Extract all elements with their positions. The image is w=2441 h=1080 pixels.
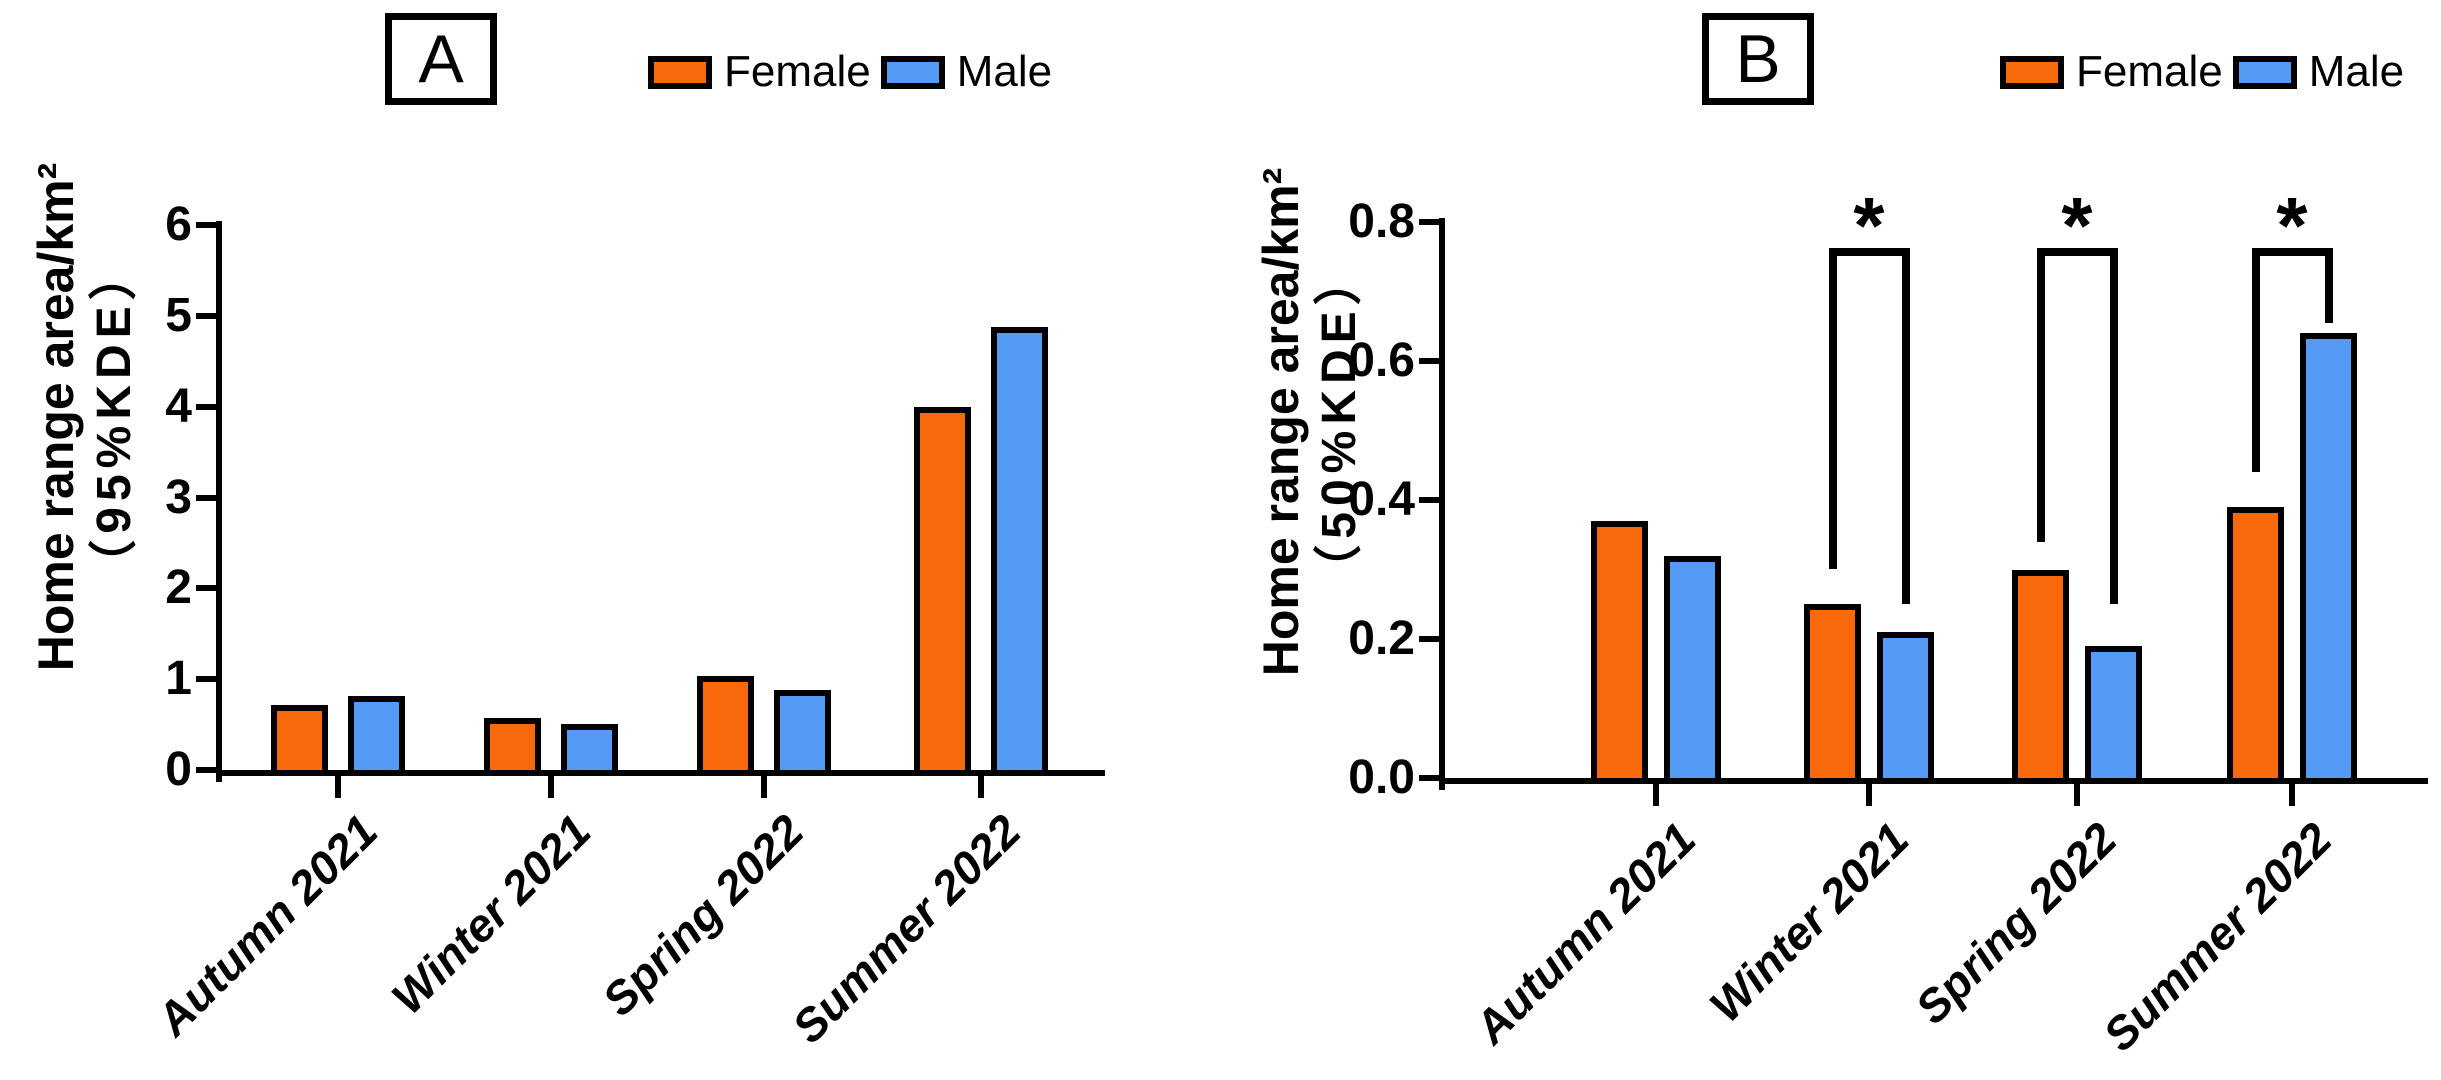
sig-bracket-right bbox=[2324, 247, 2333, 323]
y-tick-label: 0.0 bbox=[1348, 751, 1415, 804]
sig-bracket-left bbox=[2251, 247, 2260, 473]
x-category-label-summer-2022: Summer 2022 bbox=[782, 804, 1031, 1053]
sig-bracket-right bbox=[1901, 247, 1910, 605]
x-category-label-summer-2022: Summer 2022 bbox=[2093, 812, 2342, 1061]
x-category-label-winter-2021: Winter 2021 bbox=[381, 804, 601, 1024]
legend-a: Female Male bbox=[648, 47, 1062, 96]
significance-asterisk: * bbox=[1853, 180, 1885, 270]
bar-female-summer-2022 bbox=[914, 406, 971, 776]
y-tick-mark bbox=[196, 312, 216, 319]
y-axis-title-b-line1: Home range area/km² bbox=[1253, 167, 1309, 677]
y-axis-line bbox=[1439, 218, 1445, 790]
panel-label-box-b: B bbox=[1702, 13, 1814, 105]
sig-bracket-top bbox=[2036, 247, 2118, 256]
y-tick-mark bbox=[1419, 358, 1439, 364]
y-tick-mark bbox=[1419, 775, 1439, 781]
bar-male-summer-2022 bbox=[2300, 333, 2357, 784]
legend-swatch-male-icon bbox=[2232, 55, 2297, 89]
legend-b: Female Male bbox=[2000, 47, 2414, 96]
bar-male-winter-2021 bbox=[561, 723, 618, 776]
y-axis-title-a-line1: Home range area/km² bbox=[28, 162, 84, 672]
y-tick-label: 0 bbox=[165, 743, 192, 796]
y-tick-mark bbox=[196, 676, 216, 683]
y-tick-mark bbox=[1419, 497, 1439, 503]
sig-bracket-right bbox=[2109, 247, 2118, 605]
legend-label-male: Male bbox=[956, 47, 1053, 96]
legend-label-female: Female bbox=[724, 47, 871, 96]
x-category-label-spring-2022: Spring 2022 bbox=[592, 804, 814, 1026]
x-axis-line bbox=[216, 770, 1105, 776]
x-tick-mark bbox=[1866, 784, 1872, 806]
bar-female-spring-2022 bbox=[697, 676, 754, 776]
bar-female-autumn-2021 bbox=[271, 704, 328, 776]
bar-male-autumn-2021 bbox=[1664, 555, 1721, 784]
x-category-label-winter-2021: Winter 2021 bbox=[1699, 812, 1919, 1032]
bar-male-spring-2022 bbox=[2085, 645, 2142, 784]
bar-female-winter-2021 bbox=[484, 718, 541, 776]
x-tick-mark bbox=[761, 776, 767, 798]
panel-label-a: A bbox=[418, 21, 464, 97]
bar-male-summer-2022 bbox=[991, 326, 1048, 776]
legend-label-female: Female bbox=[2076, 47, 2223, 96]
bar-male-winter-2021 bbox=[1877, 632, 1934, 784]
bar-female-winter-2021 bbox=[1804, 604, 1861, 784]
x-axis-line bbox=[1439, 778, 2428, 784]
x-tick-mark bbox=[2074, 784, 2080, 806]
bar-female-summer-2022 bbox=[2227, 506, 2284, 784]
y-axis-title-b-line2: （50%KDE） bbox=[1313, 251, 1366, 593]
y-axis-title-b: Home range area/km² （50%KDE） bbox=[1249, 92, 1371, 752]
x-tick-mark bbox=[978, 776, 984, 798]
bar-female-autumn-2021 bbox=[1591, 520, 1648, 784]
y-tick-mark bbox=[196, 222, 216, 228]
x-category-label-spring-2022: Spring 2022 bbox=[1905, 812, 2127, 1034]
sig-bracket-left bbox=[1828, 247, 1837, 570]
significance-asterisk: * bbox=[2061, 180, 2093, 270]
bar-female-spring-2022 bbox=[2012, 569, 2069, 784]
sig-bracket-left bbox=[2036, 247, 2045, 542]
y-tick-mark bbox=[1419, 219, 1439, 225]
legend-swatch-female-icon bbox=[2000, 55, 2064, 89]
panel-label-box-a: A bbox=[385, 13, 497, 105]
x-category-label-autumn-2021: Autumn 2021 bbox=[146, 804, 388, 1046]
legend-swatch-female-icon bbox=[648, 55, 712, 89]
y-tick-mark bbox=[196, 585, 216, 592]
y-axis-line bbox=[216, 221, 222, 782]
x-category-label-autumn-2021: Autumn 2021 bbox=[1464, 812, 1706, 1054]
y-tick-mark bbox=[196, 403, 216, 410]
x-tick-mark bbox=[2289, 784, 2295, 806]
y-axis-title-a: Home range area/km² （95%KDE） bbox=[24, 87, 146, 747]
legend-label-male: Male bbox=[2308, 47, 2405, 96]
x-tick-mark bbox=[335, 776, 341, 798]
panel-label-b: B bbox=[1735, 21, 1781, 97]
x-tick-mark bbox=[1653, 784, 1659, 806]
y-tick-mark bbox=[1419, 636, 1439, 642]
y-tick-mark bbox=[196, 494, 216, 501]
sig-bracket-top bbox=[2251, 247, 2333, 256]
bar-male-spring-2022 bbox=[774, 690, 831, 776]
x-tick-mark bbox=[548, 776, 554, 798]
sig-bracket-top bbox=[1828, 247, 1910, 256]
significance-asterisk: * bbox=[2276, 180, 2308, 270]
legend-swatch-male-icon bbox=[880, 55, 945, 89]
y-tick-mark bbox=[196, 767, 216, 773]
bar-male-autumn-2021 bbox=[348, 696, 405, 776]
y-axis-title-a-line2: （95%KDE） bbox=[88, 246, 141, 588]
